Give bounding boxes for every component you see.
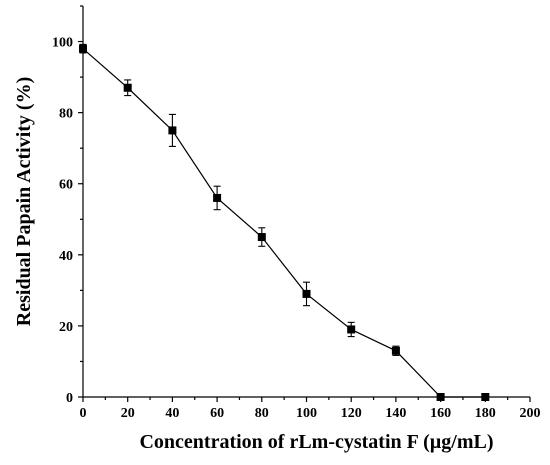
x-tick-label: 180	[475, 406, 496, 421]
x-tick-label: 200	[520, 406, 541, 421]
data-point	[302, 289, 311, 298]
data-point	[391, 346, 400, 355]
data-point	[257, 233, 266, 242]
x-tick-label: 80	[255, 406, 269, 421]
x-axis-ticks: 0 20 40 60 80 100 120 140 160 180 200	[80, 397, 541, 421]
x-tick-label: 160	[430, 406, 451, 421]
axes	[82, 6, 530, 398]
data-point	[123, 83, 132, 92]
series-line	[82, 48, 486, 398]
y-axis-title: Residual Papain Activity (%)	[13, 77, 35, 326]
y-tick-label: 0	[66, 391, 73, 406]
x-tick-label: 100	[296, 406, 317, 421]
y-tick-label: 60	[59, 178, 73, 193]
y-axis-ticks: 0 20 40 60 80 100	[52, 5, 83, 406]
y-tick-label: 80	[59, 107, 73, 122]
x-axis-title: Concentration of rLm-cystatin F (µg/mL)	[139, 431, 493, 453]
data-point	[79, 44, 87, 53]
data-point	[213, 193, 222, 202]
x-tick-label: 40	[165, 406, 179, 421]
plot-area	[79, 43, 490, 401]
x-tick-label: 0	[80, 406, 87, 421]
data-point	[347, 325, 356, 334]
y-tick-label: 100	[52, 36, 73, 51]
x-tick-label: 60	[210, 406, 224, 421]
data-point	[481, 393, 490, 401]
y-tick-label: 40	[59, 249, 73, 264]
x-tick-label: 120	[341, 406, 362, 421]
x-tick-label: 20	[121, 406, 135, 421]
x-tick-label: 140	[385, 406, 406, 421]
data-point	[168, 126, 177, 135]
y-tick-label: 20	[59, 320, 73, 335]
data-point	[436, 393, 445, 401]
